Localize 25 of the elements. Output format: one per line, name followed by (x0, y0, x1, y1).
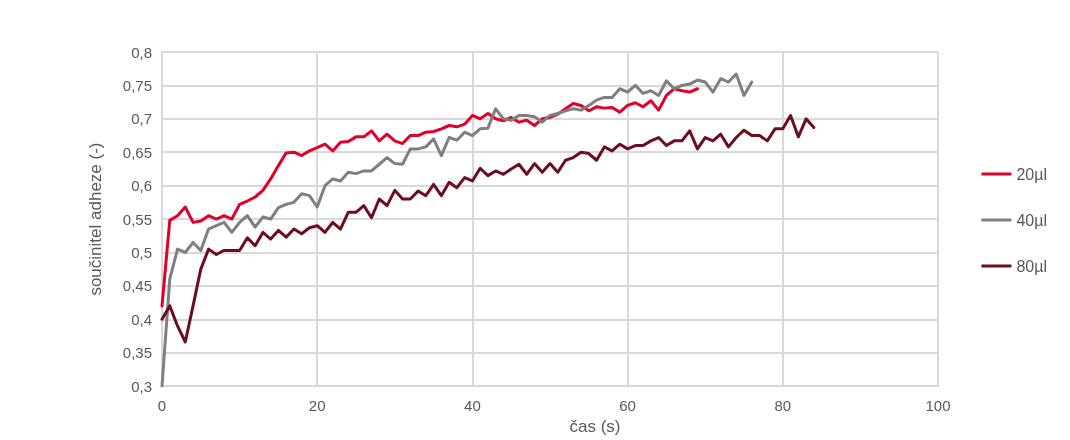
y-tick-label: 0,35 (122, 344, 152, 362)
x-tick-label: 0 (157, 397, 167, 415)
line-series (160, 72, 754, 388)
line-series (160, 87, 699, 308)
x-axis-title: čas (s) (569, 417, 621, 436)
y-tick-label: 0,4 (131, 310, 152, 328)
y-axis-title: součinitel adheze (-) (86, 142, 105, 296)
x-tick-label: 80 (774, 397, 792, 415)
legend-label: 20µl (1016, 165, 1048, 183)
x-tick-label: 20 (308, 397, 326, 415)
y-tick-label: 0,7 (131, 110, 152, 128)
y-tick-label: 0,65 (122, 143, 152, 161)
x-tick-label: 60 (619, 397, 636, 415)
x-tick-label: 100 (925, 397, 951, 415)
y-tick-label: 0,8 (131, 43, 152, 61)
y-tick-label: 0,6 (131, 177, 152, 195)
legend-label: 80µl (1016, 257, 1048, 275)
y-tick-label: 0,5 (131, 243, 152, 261)
x-tick-label: 40 (464, 397, 481, 415)
y-tick-label: 0,3 (131, 377, 152, 395)
legend-label: 40µl (1016, 211, 1048, 229)
line-series (160, 113, 816, 344)
y-tick-label: 0,55 (122, 210, 152, 228)
y-tick-label: 0,75 (122, 76, 152, 94)
y-tick-label: 0,45 (122, 277, 152, 295)
